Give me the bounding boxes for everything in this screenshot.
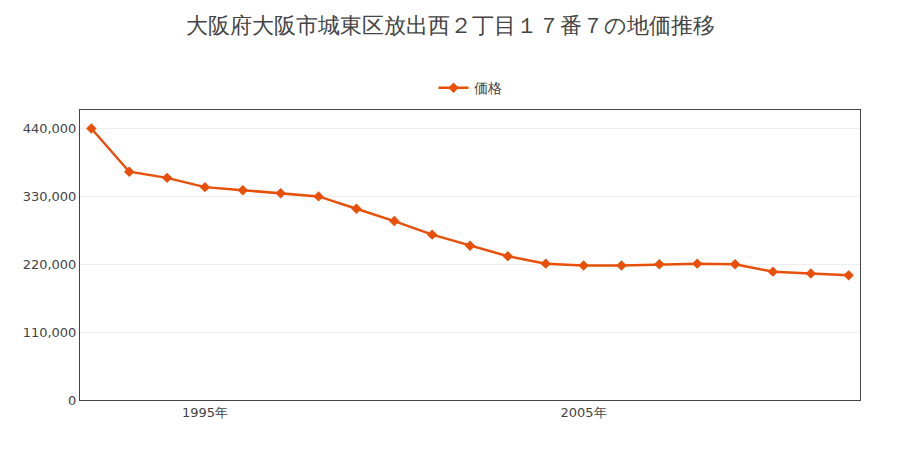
svg-text:0: 0: [68, 393, 76, 408]
svg-text:2005年: 2005年: [561, 405, 607, 420]
svg-text:価格: 価格: [474, 80, 502, 96]
svg-text:110,000: 110,000: [23, 325, 77, 340]
svg-text:220,000: 220,000: [23, 257, 77, 272]
svg-text:大阪府大阪市城東区放出西２丁目１７番７の地価推移: 大阪府大阪市城東区放出西２丁目１７番７の地価推移: [186, 13, 715, 38]
svg-text:440,000: 440,000: [23, 121, 77, 136]
svg-text:330,000: 330,000: [23, 189, 77, 204]
svg-text:1995年: 1995年: [182, 405, 228, 420]
